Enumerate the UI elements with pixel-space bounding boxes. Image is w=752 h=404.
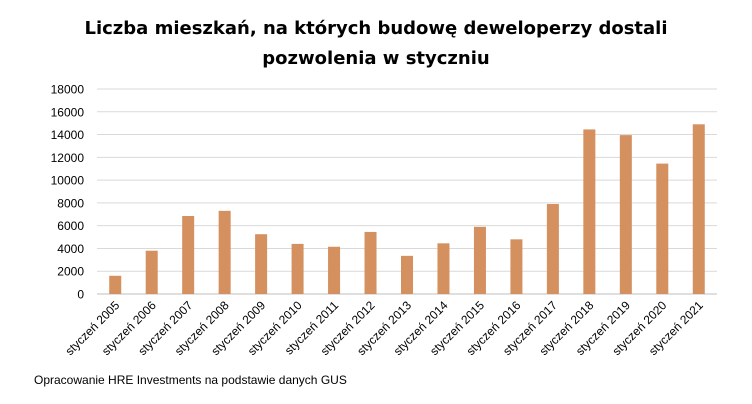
y-tick-label: 8000 (57, 196, 84, 210)
bar (619, 135, 632, 294)
y-axis-ticks: 0 2000 4000 6000 8000 10000 12000 14000 16000 180… (51, 83, 85, 302)
bar (218, 210, 231, 294)
y-tick-label: 14000 (51, 128, 85, 142)
bar (145, 250, 158, 294)
chart-title: Liczba mieszkań, na których budowę dewel… (0, 14, 752, 74)
bar (291, 243, 304, 294)
bars (109, 124, 705, 294)
y-tick-label: 16000 (51, 105, 85, 119)
y-tick-label: 6000 (57, 219, 84, 233)
bar (583, 129, 596, 294)
bar (401, 255, 413, 294)
bar (510, 239, 523, 294)
source-note: Opracowanie HRE Investments na podstawie… (34, 373, 347, 387)
chart-title-line-2: pozwolenia w styczniu (262, 48, 490, 69)
bar (656, 163, 669, 294)
y-tick-label: 10000 (51, 174, 85, 188)
y-tick-label: 4000 (57, 242, 84, 256)
chart-title-line-1: Liczba mieszkań, na których budowę dewel… (84, 18, 668, 39)
y-tick-label: 2000 (57, 265, 84, 279)
bar (473, 226, 486, 294)
bar (255, 234, 268, 294)
bar (437, 243, 450, 294)
bar (546, 204, 559, 294)
y-tick-label: 12000 (51, 151, 85, 165)
bar (328, 246, 341, 294)
y-tick-label: 18000 (51, 83, 85, 97)
bar (182, 215, 195, 294)
bar (109, 275, 122, 294)
y-tick-label: 0 (77, 288, 84, 302)
bar (364, 231, 377, 294)
gridlines (97, 88, 717, 295)
bar (692, 124, 705, 294)
